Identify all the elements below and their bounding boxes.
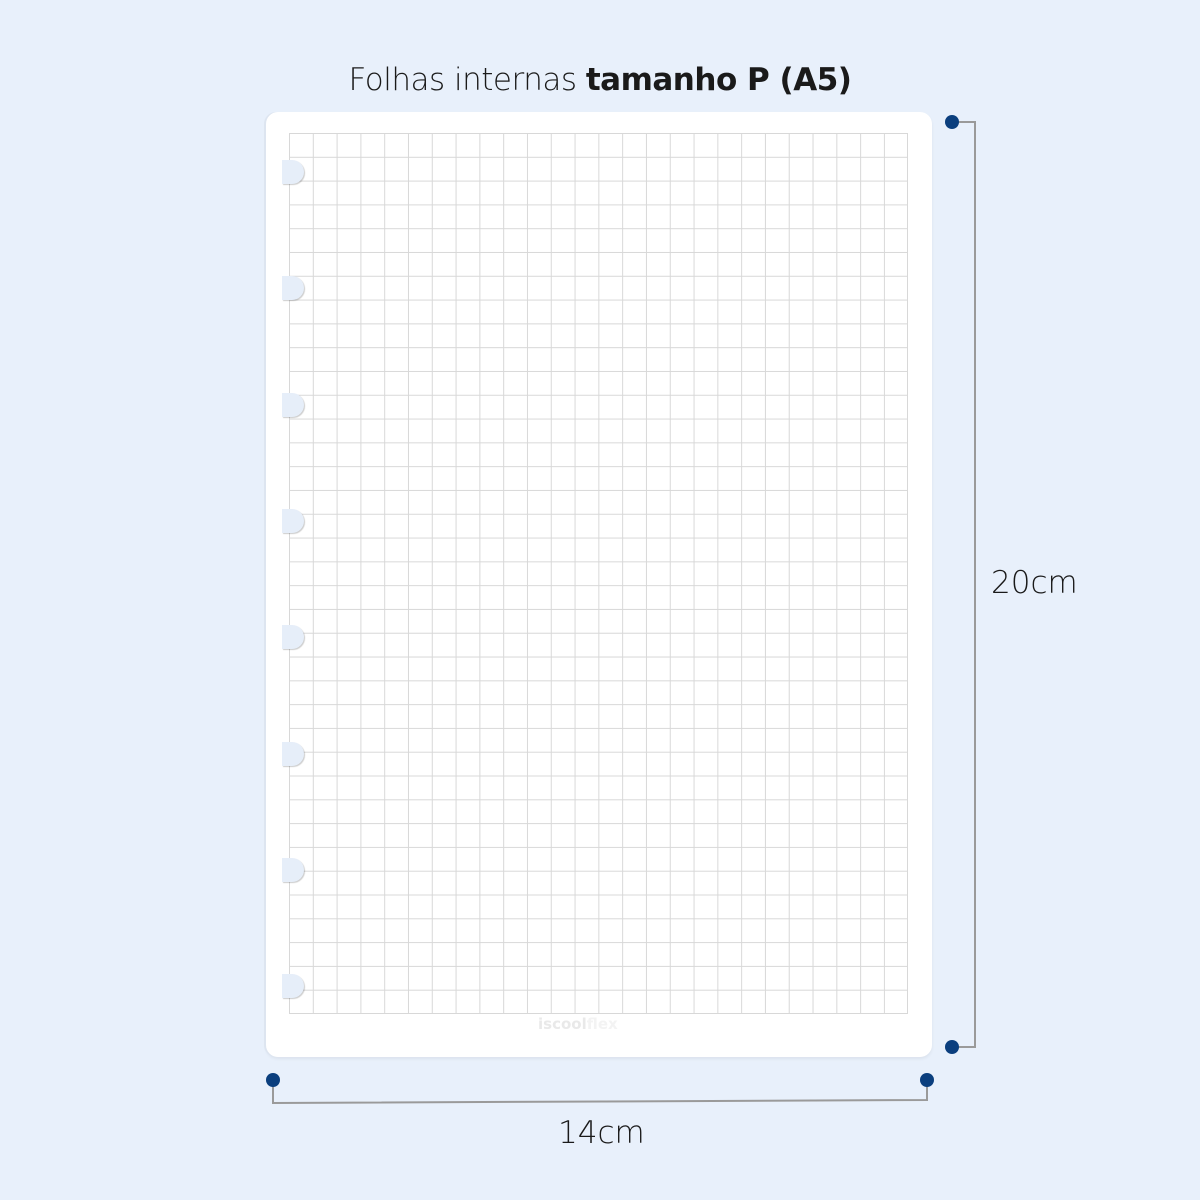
binder-disc [266, 276, 306, 302]
height-marker-bottom [945, 1040, 959, 1054]
title-bold: tamanho P (A5) [585, 62, 852, 98]
binder-disc [266, 857, 306, 884]
binder-disc [266, 625, 306, 651]
height-dimension-line [952, 121, 976, 1048]
width-marker-right [920, 1073, 934, 1087]
binder-disc [266, 508, 306, 535]
binder-disc [266, 974, 306, 1000]
brand-logo: iscoolflex [538, 1015, 618, 1033]
binder-disc [266, 160, 306, 186]
title-regular: Folhas internas [348, 62, 577, 98]
binder-disc [266, 741, 306, 768]
width-marker-left [266, 1073, 280, 1087]
height-marker-top [945, 115, 959, 129]
height-label: 20cm [991, 565, 1078, 601]
grid-pattern [289, 133, 908, 1014]
width-dimension-line [272, 1080, 928, 1105]
binder-disc [266, 392, 306, 419]
width-label: 14cm [558, 1115, 645, 1151]
page-title: Folhas internas tamanho P (A5) [0, 62, 1200, 98]
